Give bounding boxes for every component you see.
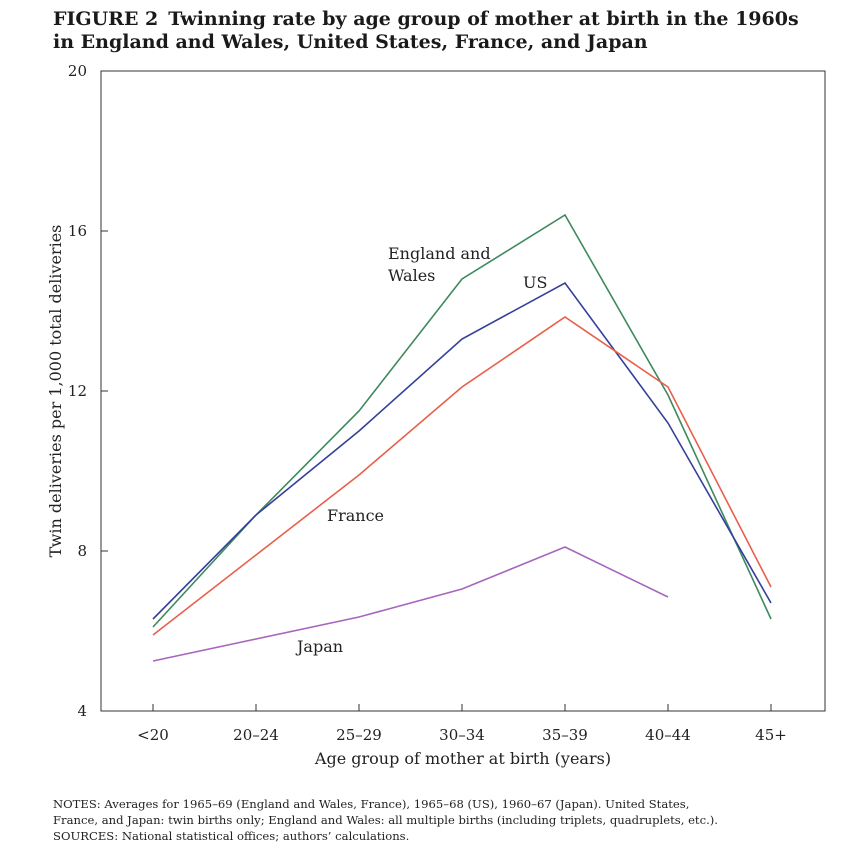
x-tick-label: 35–39 [542, 726, 588, 744]
y-axis: 4 8 12 16 20 [68, 62, 108, 720]
y-tick-label: 12 [68, 382, 87, 400]
figure-title-line-1: Twinning rate by age group of mother at … [168, 8, 799, 30]
series-label: Wales [388, 266, 435, 285]
series-line-japan [152, 546, 669, 662]
plot-frame [100, 70, 826, 712]
figure-title: FIGURE 2 Twinning rate by age group of mo… [53, 8, 833, 54]
x-tick-label: 45+ [755, 726, 787, 744]
sources-line: SOURCES: National statistical offices; a… [53, 829, 410, 843]
series-line-england-and-wales [152, 213, 772, 628]
notes-line-1: NOTES: Averages for 1965–69 (England and… [53, 797, 690, 811]
figure-title-line-2: in England and Wales, United States, Fra… [53, 31, 648, 53]
line-chart: 4 8 12 16 20 <20 20–24 25–29 30–34 35–39 40–44 45+… [46, 62, 826, 768]
notes: NOTES: Averages for 1965–69 (England and… [53, 796, 838, 844]
x-tick-label: 30–34 [439, 726, 485, 744]
series-lines [152, 213, 772, 662]
figure-label: FIGURE 2 [53, 8, 159, 30]
series-label: France [327, 506, 384, 525]
y-axis-label: Twin deliveries per 1,000 total deliveri… [46, 225, 65, 558]
x-tick-label: 25–29 [336, 726, 382, 744]
series-label: Japan [295, 637, 343, 656]
x-axis: <20 20–24 25–29 30–34 35–39 40–44 45+ [137, 704, 787, 744]
x-tick-label: 40–44 [645, 726, 691, 744]
series-label: US [523, 273, 547, 292]
series-labels: England and Wales US France Japan [295, 244, 547, 656]
y-tick-label: 8 [77, 542, 87, 560]
series-line-us [152, 281, 772, 620]
series-label: England and [388, 244, 491, 263]
x-axis-label: Age group of mother at birth (years) [314, 749, 611, 768]
y-tick-label: 20 [68, 62, 87, 80]
notes-line-2: France, and Japan: twin births only; Eng… [53, 813, 718, 827]
x-tick-label: <20 [137, 726, 169, 744]
y-tick-label: 16 [68, 222, 87, 240]
y-tick-label: 4 [77, 702, 87, 720]
series-line-france [152, 316, 772, 636]
x-tick-label: 20–24 [233, 726, 279, 744]
